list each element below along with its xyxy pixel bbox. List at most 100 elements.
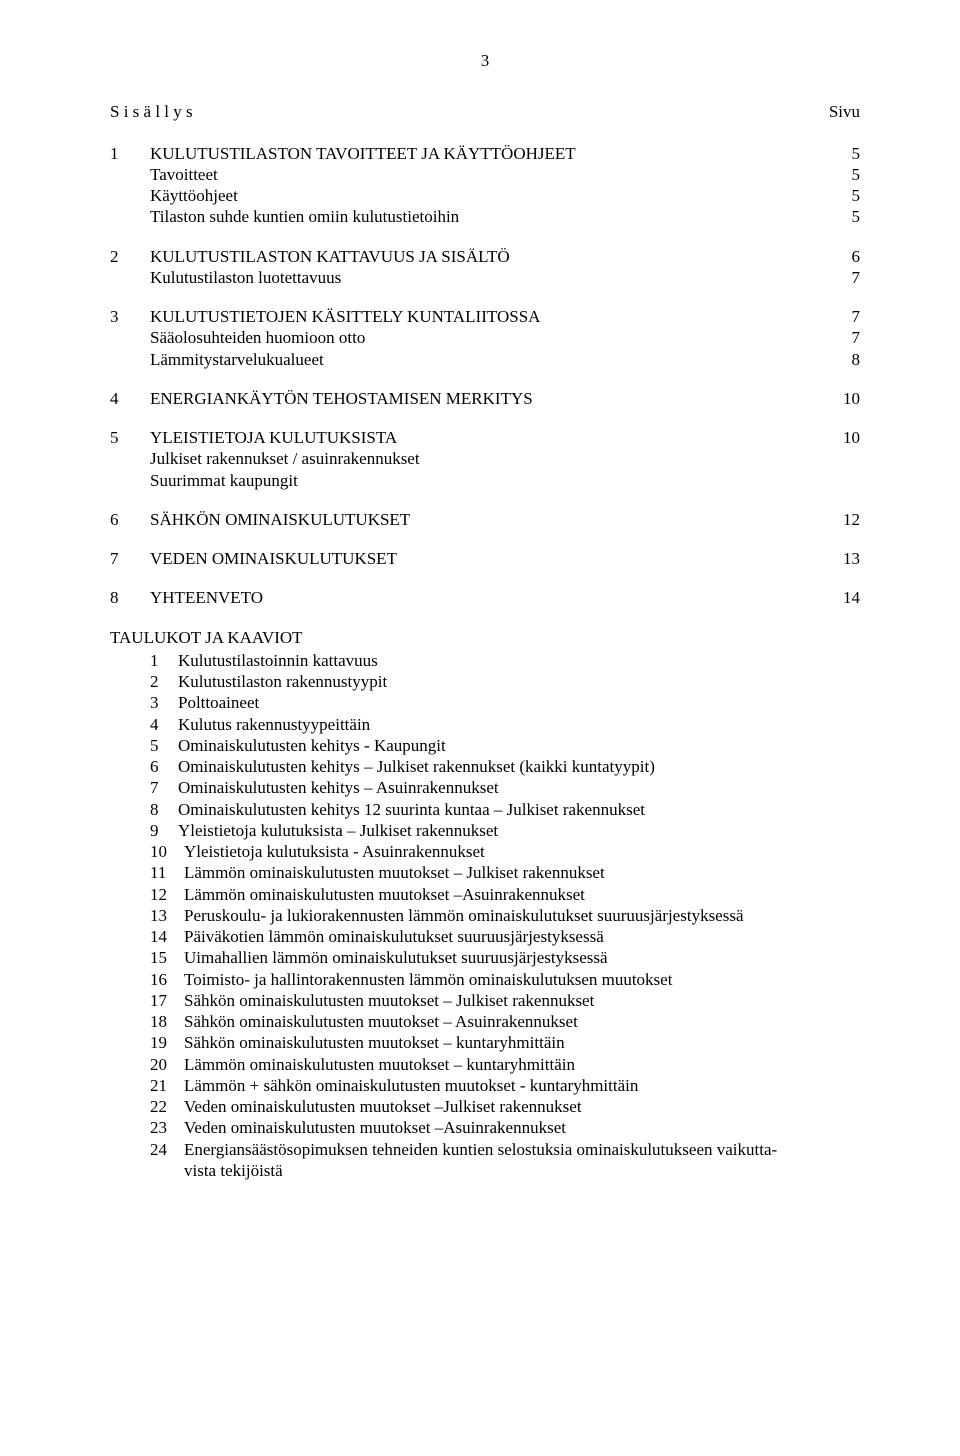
- toc-section-body: KULUTUSTIETOJEN KÄSITTELY KUNTALIITOSSA7…: [150, 306, 860, 370]
- list-item: 10Yleistietoja kulutuksista - Asuinraken…: [150, 841, 860, 862]
- list-item-text: Veden ominaiskulutusten muutokset –Asuin…: [184, 1117, 860, 1138]
- toc-line-page: 5: [820, 164, 860, 185]
- toc-section-number: 5: [110, 427, 150, 491]
- toc-line-page: 7: [820, 327, 860, 348]
- toc-line: Sääolosuhteiden huomioon otto7: [150, 327, 860, 348]
- list-item-text: Päiväkotien lämmön ominaiskulutukset suu…: [184, 926, 860, 947]
- toc-header: S i s ä l l y s Sivu: [110, 101, 860, 122]
- list-item: 8Ominaiskulutusten kehitys 12 suurinta k…: [150, 799, 860, 820]
- list-item-text: Lämmön ominaiskulutusten muutokset – Jul…: [184, 862, 860, 883]
- toc-section: 6SÄHKÖN OMINAISKULUTUKSET12: [110, 509, 860, 530]
- toc-section-body: VEDEN OMINAISKULUTUKSET13: [150, 548, 860, 569]
- list-item-text: Yleistietoja kulutuksista - Asuinrakennu…: [184, 841, 860, 862]
- list-item-number: 24: [150, 1139, 184, 1160]
- toc-line: Käyttöohjeet5: [150, 185, 860, 206]
- toc-header-right: Sivu: [829, 101, 860, 122]
- toc-line-page: [820, 470, 860, 491]
- list-item: 19Sähkön ominaiskulutusten muutokset – k…: [150, 1032, 860, 1053]
- toc-section-body: KULUTUSTILASTON TAVOITTEET JA KÄYTTÖOHJE…: [150, 143, 860, 228]
- list-item-number: 16: [150, 969, 184, 990]
- toc-line: YLEISTIETOJA KULUTUKSISTA10: [150, 427, 860, 448]
- list-item: 20Lämmön ominaiskulutusten muutokset – k…: [150, 1054, 860, 1075]
- toc-section-body: SÄHKÖN OMINAISKULUTUKSET12: [150, 509, 860, 530]
- list-item-text: Sähkön ominaiskulutusten muutokset – Asu…: [184, 1011, 860, 1032]
- list-item-number: 7: [150, 777, 178, 798]
- list-item-number: 1: [150, 650, 178, 671]
- list-item-text: Ominaiskulutusten kehitys 12 suurinta ku…: [178, 799, 860, 820]
- list-item: 4Kulutus rakennustyypeittäin: [150, 714, 860, 735]
- toc-section: 5YLEISTIETOJA KULUTUKSISTA10Julkiset rak…: [110, 427, 860, 491]
- list-item-text: Sähkön ominaiskulutusten muutokset – kun…: [184, 1032, 860, 1053]
- list-item-number: 23: [150, 1117, 184, 1138]
- list-item-number: 18: [150, 1011, 184, 1032]
- toc-section: 3KULUTUSTIETOJEN KÄSITTELY KUNTALIITOSSA…: [110, 306, 860, 370]
- page-number: 3: [110, 50, 860, 71]
- list-item-text: Yleistietoja kulutuksista – Julkiset rak…: [178, 820, 860, 841]
- toc-line: KULUTUSTILASTON TAVOITTEET JA KÄYTTÖOHJE…: [150, 143, 860, 164]
- toc-line: ENERGIANKÄYTÖN TEHOSTAMISEN MERKITYS10: [150, 388, 860, 409]
- list-item-text: Kulutustilastoinnin kattavuus: [178, 650, 860, 671]
- list-item-number: 19: [150, 1032, 184, 1053]
- toc-line-title: KULUTUSTILASTON TAVOITTEET JA KÄYTTÖOHJE…: [150, 143, 820, 164]
- toc-line-title: Kulutustilaston luotettavuus: [150, 267, 820, 288]
- list-item: 24Energiansäästösopimuksen tehneiden kun…: [150, 1139, 860, 1160]
- list-item: 18Sähkön ominaiskulutusten muutokset – A…: [150, 1011, 860, 1032]
- toc-section-body: ENERGIANKÄYTÖN TEHOSTAMISEN MERKITYS10: [150, 388, 860, 409]
- toc-line-page: 5: [820, 185, 860, 206]
- list-item: 17Sähkön ominaiskulutusten muutokset – J…: [150, 990, 860, 1011]
- list-item-text: Kulutus rakennustyypeittäin: [178, 714, 860, 735]
- toc-section-number: 6: [110, 509, 150, 530]
- list-item-text: Veden ominaiskulutusten muutokset –Julki…: [184, 1096, 860, 1117]
- list-item: 9Yleistietoja kulutuksista – Julkiset ra…: [150, 820, 860, 841]
- list-item: 22Veden ominaiskulutusten muutokset –Jul…: [150, 1096, 860, 1117]
- list-item-number: 17: [150, 990, 184, 1011]
- toc-container: 1KULUTUSTILASTON TAVOITTEET JA KÄYTTÖOHJ…: [110, 143, 860, 609]
- toc-line-page: 12: [820, 509, 860, 530]
- toc-line-title: SÄHKÖN OMINAISKULUTUKSET: [150, 509, 820, 530]
- toc-line-page: 6: [820, 246, 860, 267]
- list-item-continuation: vista tekijöistä: [150, 1160, 860, 1181]
- list-item-text: Uimahallien lämmön ominaiskulutukset suu…: [184, 947, 860, 968]
- list-item-text: Ominaiskulutusten kehitys – Asuinrakennu…: [178, 777, 860, 798]
- list-item-number: 11: [150, 862, 184, 883]
- toc-line-title: Tavoitteet: [150, 164, 820, 185]
- toc-line-title: YLEISTIETOJA KULUTUKSISTA: [150, 427, 820, 448]
- toc-line-title: Julkiset rakennukset / asuinrakennukset: [150, 448, 820, 469]
- toc-section-number: 3: [110, 306, 150, 370]
- list-item-text: Ominaiskulutusten kehitys – Julkiset rak…: [178, 756, 860, 777]
- toc-line-title: VEDEN OMINAISKULUTUKSET: [150, 548, 820, 569]
- toc-line-title: Lämmitystarvelukualueet: [150, 349, 820, 370]
- toc-line-title: Käyttöohjeet: [150, 185, 820, 206]
- list-item-number: 4: [150, 714, 178, 735]
- list-item-number: 15: [150, 947, 184, 968]
- list-item-text: Kulutustilaston rakennustyypit: [178, 671, 860, 692]
- toc-header-left: S i s ä l l y s: [110, 101, 193, 122]
- list-item: 3Polttoaineet: [150, 692, 860, 713]
- toc-line: Suurimmat kaupungit: [150, 470, 860, 491]
- list-item-text: Lämmön ominaiskulutusten muutokset –Asui…: [184, 884, 860, 905]
- document-page: 3 S i s ä l l y s Sivu 1KULUTUSTILASTON …: [0, 0, 960, 1456]
- toc-line-title: KULUTUSTILASTON KATTAVUUS JA SISÄLTÖ: [150, 246, 820, 267]
- list-item: 11Lämmön ominaiskulutusten muutokset – J…: [150, 862, 860, 883]
- list-item-number: 2: [150, 671, 178, 692]
- list-item-number: 12: [150, 884, 184, 905]
- toc-line-title: Sääolosuhteiden huomioon otto: [150, 327, 820, 348]
- list-item-number: 20: [150, 1054, 184, 1075]
- list-item-text: vista tekijöistä: [184, 1160, 860, 1181]
- toc-line-title: ENERGIANKÄYTÖN TEHOSTAMISEN MERKITYS: [150, 388, 820, 409]
- toc-section: 7VEDEN OMINAISKULUTUKSET13: [110, 548, 860, 569]
- list-item-text: Ominaiskulutusten kehitys - Kaupungit: [178, 735, 860, 756]
- toc-line-page: 7: [820, 306, 860, 327]
- toc-line-page: 5: [820, 206, 860, 227]
- list-item-text: Polttoaineet: [178, 692, 860, 713]
- toc-line-page: [820, 448, 860, 469]
- list-item-number: 5: [150, 735, 178, 756]
- toc-section-number: 4: [110, 388, 150, 409]
- list-item-number: 22: [150, 1096, 184, 1117]
- list-item-number: 9: [150, 820, 178, 841]
- toc-line-page: 7: [820, 267, 860, 288]
- toc-line: YHTEENVETO14: [150, 587, 860, 608]
- list-item-number-spacer: [150, 1160, 184, 1181]
- list-item-number: 21: [150, 1075, 184, 1096]
- list-item: 12Lämmön ominaiskulutusten muutokset –As…: [150, 884, 860, 905]
